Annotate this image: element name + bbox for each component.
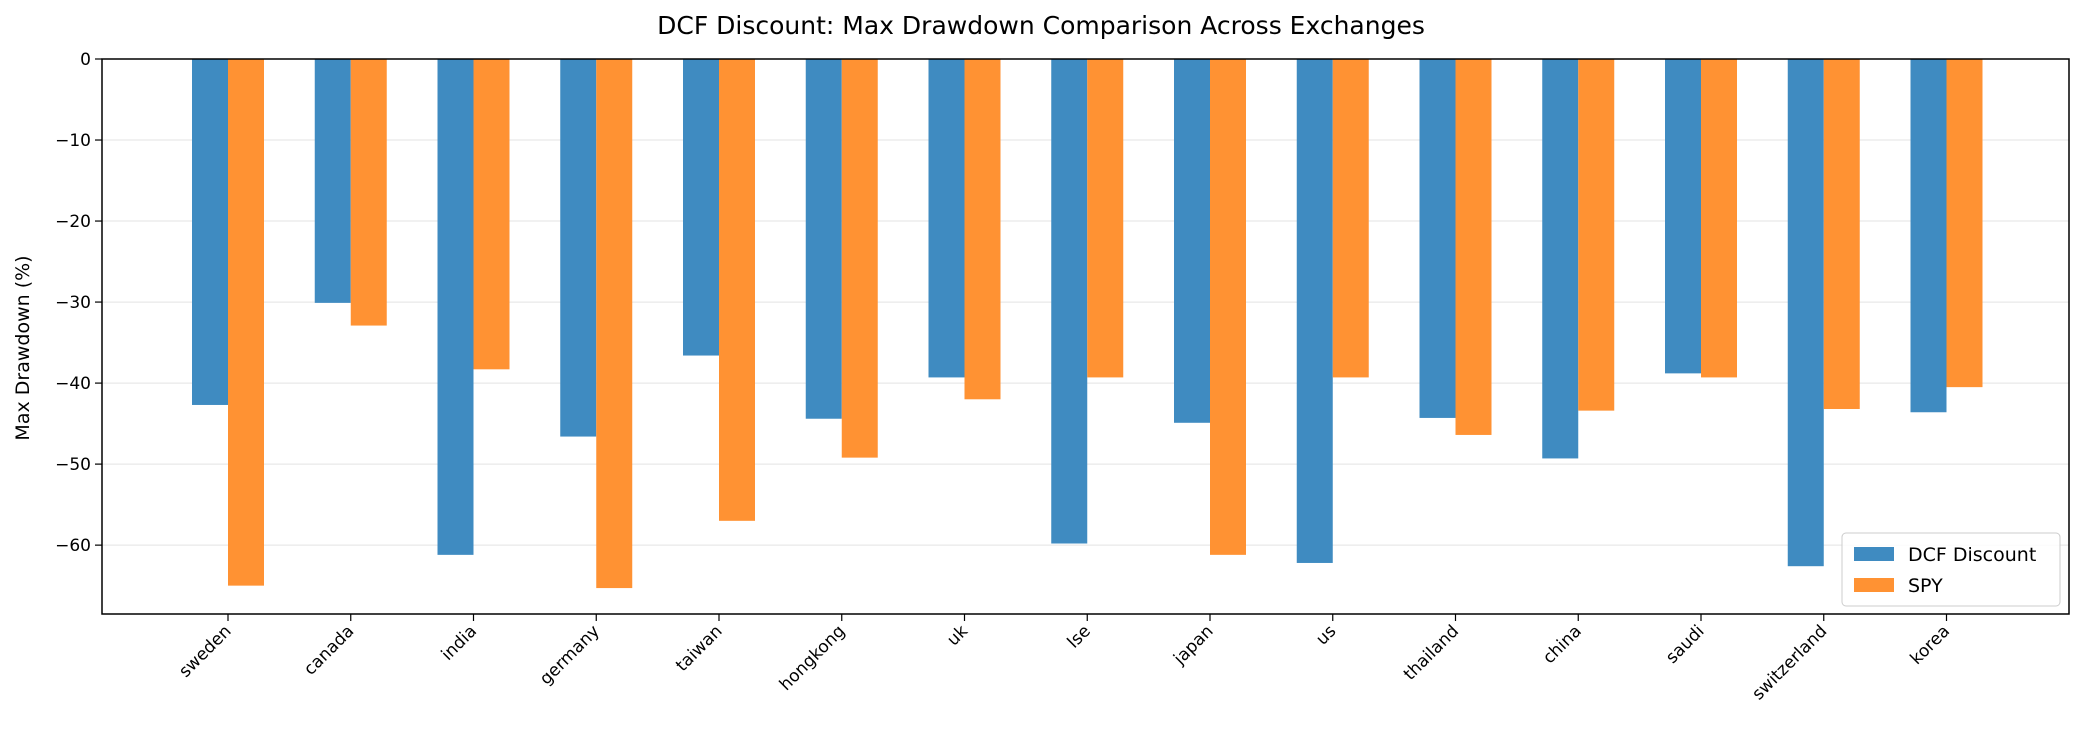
x-tick-label-sweden: sweden xyxy=(175,621,235,681)
bar-china-spy xyxy=(1578,59,1615,411)
x-tick-label-saudi: saudi xyxy=(1662,621,1708,667)
bar-korea-dcf-discount xyxy=(1910,59,1947,413)
x-tick-label-lse: lse xyxy=(1064,621,1095,652)
x-tick-label-china: china xyxy=(1539,621,1586,668)
y-tick-label: −60 xyxy=(55,536,91,556)
bar-thailand-dcf-discount xyxy=(1419,59,1456,418)
x-axis-ticks: sweden canada india germany taiwan hongkong uk… xyxy=(175,614,1954,704)
chart-title: DCF Discount: Max Drawdown Comparison Ac… xyxy=(657,11,1425,40)
x-tick-label-korea: korea xyxy=(1907,621,1954,668)
bar-lse-dcf-discount xyxy=(1051,59,1088,544)
bar-us-dcf-discount xyxy=(1296,59,1333,563)
bar-canada-spy xyxy=(350,59,387,326)
x-tick-label-hongkong: hongkong xyxy=(776,621,850,695)
bar-sweden-dcf-discount xyxy=(192,59,228,405)
x-tick-label-switzerland: switzerland xyxy=(1748,621,1831,704)
bar-hongkong-spy xyxy=(841,59,878,458)
bar-thailand-spy xyxy=(1455,59,1492,435)
y-tick-label: −30 xyxy=(55,293,91,313)
plot-frame xyxy=(101,58,2070,615)
x-tick-label-germany: germany xyxy=(536,621,604,689)
bar-china-dcf-discount xyxy=(1542,59,1579,459)
x-tick-label-thailand: thailand xyxy=(1400,621,1463,684)
x-tick-label-uk: uk xyxy=(943,621,972,650)
y-tick-label: −10 xyxy=(55,131,91,151)
bar-germany-dcf-discount xyxy=(560,59,597,437)
bar-canada-dcf-discount xyxy=(314,59,351,303)
x-tick-label-taiwan: taiwan xyxy=(672,621,726,675)
legend-box xyxy=(1841,532,2061,607)
legend-swatch xyxy=(1854,547,1894,561)
legend: DCF Discount SPY xyxy=(1841,532,2061,607)
y-tick-label: −50 xyxy=(55,455,91,475)
bar-taiwan-dcf-discount xyxy=(683,59,719,356)
x-tick-label-india: india xyxy=(438,621,481,664)
bar-korea-spy xyxy=(1946,59,1983,388)
legend-label: SPY xyxy=(1908,575,1943,597)
bar-india-dcf-discount xyxy=(437,59,474,555)
x-tick-label-japan: japan xyxy=(1169,621,1217,669)
bar-uk-dcf-discount xyxy=(928,59,965,378)
bar-us-spy xyxy=(1332,59,1369,378)
y-tick-label: 0 xyxy=(80,50,91,70)
y-axis-ticks: 0 −10 −20 −30 −40 −50 −60 xyxy=(55,50,102,556)
legend-swatch xyxy=(1854,578,1894,592)
y-tick-label: −20 xyxy=(55,212,91,232)
x-tick-label-canada: canada xyxy=(300,621,358,679)
bars xyxy=(192,59,1983,589)
bar-saudi-spy xyxy=(1701,59,1737,378)
bar-uk-spy xyxy=(964,59,1001,400)
legend-label: DCF Discount xyxy=(1908,544,2036,566)
bar-switzerland-dcf-discount xyxy=(1787,59,1824,567)
bar-hongkong-dcf-discount xyxy=(805,59,842,419)
bar-germany-spy xyxy=(596,59,633,589)
bar-switzerland-spy xyxy=(1823,59,1860,410)
y-tick-label: −40 xyxy=(55,374,91,394)
bar-india-spy xyxy=(473,59,510,370)
bar-lse-spy xyxy=(1087,59,1124,378)
bar-taiwan-spy xyxy=(719,59,755,521)
bar-japan-spy xyxy=(1210,59,1246,555)
x-tick-label-us: us xyxy=(1312,621,1340,649)
bar-sweden-spy xyxy=(228,59,264,586)
bar-japan-dcf-discount xyxy=(1174,59,1210,423)
bar-saudi-dcf-discount xyxy=(1665,59,1701,374)
y-axis-label: Max Drawdown (%) xyxy=(12,255,34,440)
